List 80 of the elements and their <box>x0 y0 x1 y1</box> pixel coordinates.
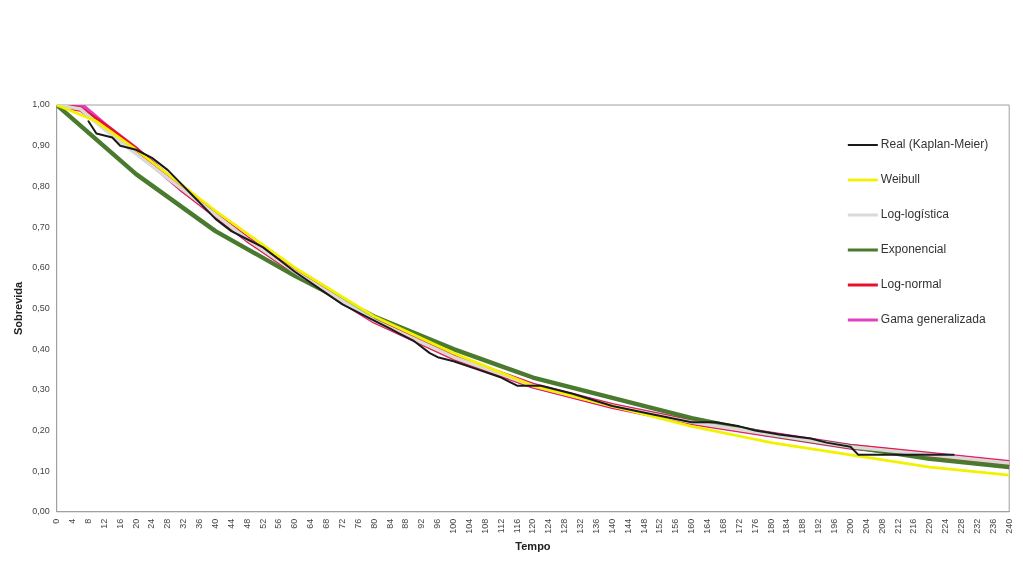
x-tick-label: 44 <box>225 518 236 529</box>
x-tick-label: 16 <box>114 518 125 529</box>
x-tick-label: 128 <box>559 518 570 534</box>
x-tick-label: 144 <box>622 518 633 534</box>
x-tick-label: 212 <box>892 518 903 534</box>
x-tick-label: 224 <box>940 518 951 534</box>
x-tick-label: 200 <box>844 518 855 534</box>
x-axis-title: Tempo <box>515 540 551 553</box>
x-tick-label: 136 <box>590 518 601 534</box>
y-tick-label: 0,30 <box>32 384 50 395</box>
x-tick-label: 88 <box>400 518 411 529</box>
y-tick-label: 0,80 <box>32 180 50 191</box>
x-tick-label: 80 <box>368 518 379 529</box>
x-tick-label: 204 <box>860 518 871 534</box>
x-tick-label: 240 <box>1003 518 1014 534</box>
x-tick-label: 40 <box>209 518 220 529</box>
x-tick-label: 120 <box>527 518 538 534</box>
y-tick-label: 0,10 <box>32 465 50 476</box>
x-tick-label: 24 <box>146 518 157 529</box>
legend-label: Log-normal <box>880 277 942 292</box>
legend-label: Real (Kaplan-Meier) <box>880 137 989 152</box>
x-tick-label: 68 <box>321 518 332 529</box>
x-tick-label: 60 <box>289 518 300 529</box>
x-tick-label: 100 <box>448 518 459 534</box>
y-tick-label: 0,70 <box>32 221 50 232</box>
x-tick-label: 152 <box>654 518 665 534</box>
y-axis-title: Sobrevida <box>11 280 24 335</box>
y-tick-label: 0,60 <box>32 262 50 273</box>
x-tick-label: 56 <box>273 518 284 529</box>
x-tick-label: 12 <box>98 518 109 529</box>
x-tick-label: 92 <box>416 518 427 529</box>
y-tick-label: 0,40 <box>32 343 50 354</box>
x-tick-label: 168 <box>717 518 728 534</box>
x-tick-label: 236 <box>987 518 998 534</box>
x-tick-label: 96 <box>432 518 443 529</box>
x-tick-label: 32 <box>178 518 189 529</box>
x-tick-label: 220 <box>924 518 935 534</box>
x-tick-label: 0 <box>51 518 62 524</box>
x-tick-label: 116 <box>511 518 522 534</box>
x-tick-label: 20 <box>130 518 141 529</box>
x-tick-label: 108 <box>479 518 490 534</box>
legend-label: Gama generalizada <box>880 312 986 327</box>
x-tick-label: 132 <box>575 518 586 534</box>
x-tick-label: 164 <box>702 518 713 534</box>
x-tick-label: 72 <box>336 518 347 529</box>
x-tick-label: 84 <box>384 518 395 529</box>
x-tick-label: 156 <box>670 518 681 534</box>
x-tick-label: 180 <box>765 518 776 534</box>
y-tick-label: 0,90 <box>32 140 50 151</box>
x-tick-label: 64 <box>305 518 316 529</box>
x-tick-label: 228 <box>956 518 967 534</box>
x-tick-label: 104 <box>463 518 474 534</box>
x-tick-label: 76 <box>352 518 363 529</box>
x-tick-label: 172 <box>733 518 744 534</box>
x-tick-label: 188 <box>797 518 808 534</box>
x-tick-label: 232 <box>971 518 982 534</box>
x-tick-label: 8 <box>82 518 93 524</box>
y-tick-label: 1,00 <box>32 99 50 110</box>
x-tick-label: 140 <box>606 518 617 534</box>
y-tick-label: 0,20 <box>32 424 50 435</box>
x-tick-label: 148 <box>638 518 649 534</box>
legend-label: Weibull <box>880 172 920 187</box>
x-tick-label: 160 <box>686 518 697 534</box>
x-tick-label: 112 <box>495 518 506 534</box>
x-tick-label: 196 <box>829 518 840 534</box>
x-tick-label: 216 <box>908 518 919 534</box>
x-tick-label: 48 <box>241 518 252 529</box>
x-tick-label: 28 <box>162 518 173 529</box>
x-tick-label: 176 <box>749 518 760 534</box>
y-tick-label: 0,00 <box>32 506 50 517</box>
x-tick-label: 184 <box>781 518 792 534</box>
x-tick-label: 52 <box>257 518 268 529</box>
x-tick-label: 208 <box>876 518 887 534</box>
x-tick-label: 192 <box>813 518 824 534</box>
legend-label: Exponencial <box>880 242 947 257</box>
legend-label: Log-logística <box>880 207 950 222</box>
x-tick-label: 124 <box>543 518 554 534</box>
x-tick-label: 36 <box>194 518 205 529</box>
x-tick-label: 4 <box>67 518 78 524</box>
y-tick-label: 0,50 <box>32 302 50 313</box>
